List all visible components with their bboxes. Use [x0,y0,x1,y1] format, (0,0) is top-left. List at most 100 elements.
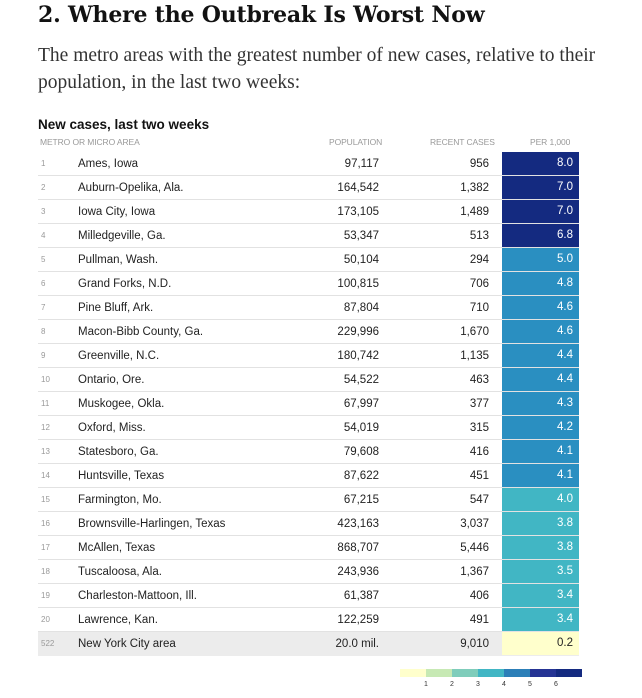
table-row: 13 Statesboro, Ga. 79,608 416 4.1 [38,440,579,464]
row-population: 67,997 [343,398,379,410]
row-recent-cases: 547 [469,494,489,506]
row-area-name: Ames, Iowa [78,158,139,170]
row-per-1000: 4.6 [502,296,579,319]
legend-swatch [400,669,426,677]
legend-swatch [556,669,582,677]
row-per-1000: 4.8 [502,272,579,295]
table-row: 17 McAllen, Texas 868,707 5,446 3.8 [38,536,579,560]
row-recent-cases: 463 [469,374,489,386]
row-recent-cases: 1,382 [460,182,489,194]
row-rank: 18 [41,567,50,576]
page-title: 2. Where the Outbreak Is Worst Now [38,2,485,28]
legend-swatch [504,669,530,677]
row-per-1000: 4.1 [502,464,579,487]
row-per-1000: 4.4 [502,368,579,391]
row-area-name: Greenville, N.C. [78,350,160,362]
row-rank: 16 [41,519,50,528]
row-area-name: Tuscaloosa, Ala. [78,566,162,578]
row-population: 868,707 [337,542,379,554]
row-recent-cases: 377 [469,398,489,410]
row-area-name: Auburn-Opelika, Ala. [78,182,184,194]
row-per-1000: 7.0 [502,176,579,199]
column-header-recent-cases: Recent cases [430,137,495,147]
table-row: 18 Tuscaloosa, Ala. 243,936 1,367 3.5 [38,560,579,584]
row-recent-cases: 706 [469,278,489,290]
row-area-name: Lawrence, Kan. [78,614,158,626]
row-area-name: Brownsville-Harlingen, Texas [78,518,226,530]
table-row: 10 Ontario, Ore. 54,522 463 4.4 [38,368,579,392]
table-row: 20 Lawrence, Kan. 122,259 491 3.4 [38,608,579,632]
row-area-name: Oxford, Miss. [78,422,146,434]
row-rank: 13 [41,447,50,456]
row-per-1000: 6.8 [502,224,579,247]
row-rank: 15 [41,495,50,504]
row-rank: 17 [41,543,50,552]
table-row: 14 Huntsville, Texas 87,622 451 4.1 [38,464,579,488]
row-rank: 1 [41,159,46,168]
row-population: 229,996 [337,326,379,338]
table-row: 6 Grand Forks, N.D. 100,815 706 4.8 [38,272,579,296]
row-per-1000: 7.0 [502,200,579,223]
row-rank: 8 [41,327,46,336]
row-rank: 5 [41,255,46,264]
legend-swatch [530,669,556,677]
legend-swatch [452,669,478,677]
row-per-1000: 3.8 [502,536,579,559]
table-row: 2 Auburn-Opelika, Ala. 164,542 1,382 7.0 [38,176,579,200]
row-per-1000: 4.2 [502,416,579,439]
row-per-1000: 4.1 [502,440,579,463]
row-population: 87,622 [343,470,379,482]
row-per-1000: 4.6 [502,320,579,343]
row-per-1000: 0.2 [502,632,579,655]
row-rank: 10 [41,375,50,384]
row-rank: 14 [41,471,50,480]
row-area-name: Ontario, Ore. [78,374,145,386]
row-population: 54,019 [343,422,379,434]
cases-table: 1 Ames, Iowa 97,117 956 8.0 2 Auburn-Opelika, … [38,152,579,656]
table-row: 15 Farmington, Mo. 67,215 547 4.0 [38,488,579,512]
row-per-1000: 5.0 [502,248,579,271]
row-area-name: Iowa City, Iowa [78,206,156,218]
row-per-1000: 4.3 [502,392,579,415]
legend-tick-label: 3 [476,681,480,688]
row-recent-cases: 315 [469,422,489,434]
row-recent-cases: 9,010 [460,638,489,650]
table-title: New cases, last two weeks [38,117,210,132]
table-row: 3 Iowa City, Iowa 173,105 1,489 7.0 [38,200,579,224]
row-recent-cases: 1,367 [460,566,489,578]
row-rank: 3 [41,207,46,216]
row-area-name: Macon-Bibb County, Ga. [78,326,204,338]
row-per-1000: 3.4 [502,608,579,631]
table-row: 11 Muskogee, Okla. 67,997 377 4.3 [38,392,579,416]
row-recent-cases: 1,135 [460,350,489,362]
row-population: 423,163 [337,518,379,530]
column-header-per-1000: Per 1,000 [530,137,571,147]
row-per-1000: 3.5 [502,560,579,583]
row-rank: 9 [41,351,46,360]
row-rank: 12 [41,423,50,432]
row-per-1000: 3.8 [502,512,579,535]
table-row: 9 Greenville, N.C. 180,742 1,135 4.4 [38,344,579,368]
row-recent-cases: 1,670 [460,326,489,338]
table-row: 1 Ames, Iowa 97,117 956 8.0 [38,152,579,176]
row-rank: 19 [41,591,50,600]
row-population: 20.0 mil. [335,638,379,650]
legend-swatch [478,669,504,677]
row-rank: 7 [41,303,46,312]
row-per-1000: 3.4 [502,584,579,607]
row-recent-cases: 5,446 [460,542,489,554]
row-rank: 20 [41,615,50,624]
row-population: 243,936 [337,566,379,578]
row-population: 61,387 [343,590,379,602]
row-area-name: Farmington, Mo. [78,494,162,506]
legend-tick-label: 1 [424,681,428,688]
row-population: 87,804 [343,302,379,314]
row-per-1000: 4.0 [502,488,579,511]
legend-tick-label: 5 [528,681,532,688]
row-recent-cases: 451 [469,470,489,482]
row-rank: 6 [41,279,46,288]
legend-tick-label: 4 [502,681,506,688]
row-recent-cases: 294 [469,254,489,266]
row-population: 79,608 [343,446,379,458]
row-rank: 11 [41,399,50,408]
